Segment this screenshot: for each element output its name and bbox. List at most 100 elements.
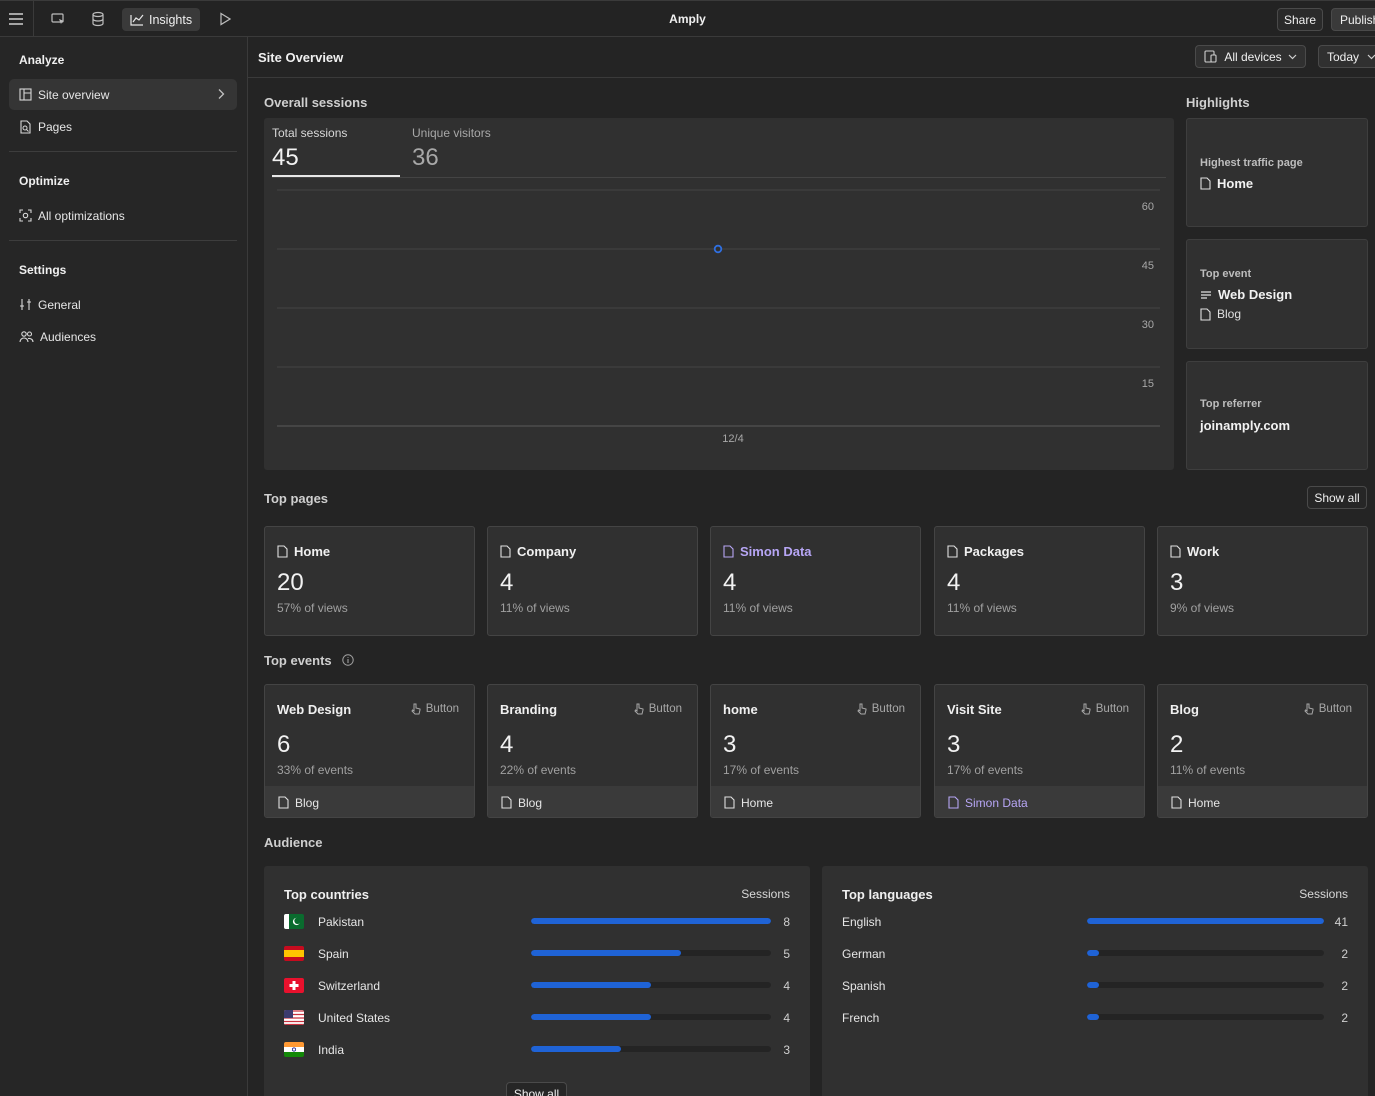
sidebar-item-site-overview[interactable]: Site overview [9,79,237,110]
date-range-dropdown[interactable]: Today [1318,45,1375,68]
event-card-page[interactable]: Simon Data [935,786,1144,817]
language-sessions: 41 [1334,915,1348,929]
page-icon [724,796,735,809]
page-icon [500,545,511,558]
page-card-name: Simon Data [740,544,812,559]
event-type-label: Button [1318,703,1352,715]
sidebar-divider [9,151,237,152]
page-card-name: Work [1187,544,1220,559]
sidebar-item-pages[interactable]: Pages [9,111,237,142]
unique-visitors-tab[interactable]: Unique visitors 36 [412,126,491,172]
top-countries-title: Top countries [284,887,369,902]
publish-button[interactable]: Publish [1331,8,1375,31]
event-card-visit-site[interactable]: Visit Site Button 3 17% of events Simon … [934,684,1145,818]
select-element-icon[interactable] [46,8,70,30]
chart-data-point [713,244,723,254]
sidebar-item-audiences[interactable]: Audiences [9,321,237,352]
page-card-packages[interactable]: Packages 4 11% of views [934,526,1145,636]
total-sessions-value: 45 [272,144,299,171]
language-name: Spanish [842,979,886,993]
page-icon [947,545,958,558]
database-icon[interactable] [86,8,110,30]
language-row-spanish: Spanish 2 [842,977,1348,997]
language-bar-track [1087,918,1324,924]
page-icon [1170,545,1181,558]
page-card-name: Packages [964,544,1024,559]
event-card-blog[interactable]: Blog Button 2 11% of events Home [1157,684,1368,818]
top-events-title: Top events [264,653,332,668]
top-languages-card: Top languages Sessions English 41 German… [822,866,1368,1096]
share-button[interactable]: Share [1277,8,1323,31]
chevron-right-icon [218,89,225,99]
sidebar-item-general[interactable]: General [9,289,237,320]
country-row-united-states: United States 4 [284,1009,790,1029]
event-card-percent: 33% of events [277,763,354,777]
spain-flag-icon [284,946,304,961]
page-card-work[interactable]: Work 3 9% of views [1157,526,1368,636]
event-card-page[interactable]: Home [711,786,920,817]
devices-dropdown[interactable]: All devices [1195,45,1306,68]
event-card-page[interactable]: Blog [488,786,697,817]
event-card-page[interactable]: Blog [265,786,474,817]
pointer-icon [411,703,421,715]
india-flag-icon [284,1042,304,1057]
play-icon[interactable] [213,8,237,30]
page-card-percent: 11% of views [947,601,1017,615]
pointer-icon [1304,703,1314,715]
language-row-german: German 2 [842,945,1348,965]
event-card-web-design[interactable]: Web Design Button 6 33% of events Blog [264,684,475,818]
devices-icon [1204,50,1217,63]
event-card-page[interactable]: Home [1158,786,1367,817]
country-sessions: 4 [783,1011,790,1025]
page-card-simon-data[interactable]: Simon Data 4 11% of views [710,526,921,636]
event-card-count: 2 [1170,731,1184,758]
sidebar-item-all-optimizations[interactable]: All optimizations [9,200,237,231]
country-name: India [318,1043,345,1057]
language-name: French [842,1011,880,1025]
page-card-percent: 9% of views [1170,601,1235,615]
event-card-type: Button [411,703,459,715]
page-icon [1200,307,1211,321]
language-bar-fill [1087,1014,1099,1020]
toolbar-divider [33,1,34,37]
pointer-icon [634,703,644,715]
top-event-page: Blog [1200,307,1241,321]
page-card-company[interactable]: Company 4 11% of views [487,526,698,636]
highest-traffic-card[interactable]: Highest traffic page Home [1186,118,1368,227]
event-card-percent: 22% of events [500,763,577,777]
top-pages-show-all-button[interactable]: Show all [1307,486,1367,509]
event-card-page-name: Simon Data [965,795,1028,810]
event-type-label: Button [648,703,682,715]
unique-visitors-label: Unique visitors [412,126,491,140]
country-name: Switzerland [318,979,381,993]
page-card-home[interactable]: Home 20 57% of views [264,526,475,636]
top-event-page-name: Blog [1217,307,1242,321]
line-chart-icon [130,14,144,26]
page-icon [1200,177,1211,190]
info-icon[interactable] [342,654,354,666]
settings-heading: Settings [19,263,67,277]
insights-tab[interactable]: Insights [122,8,200,31]
event-type-label: Button [871,703,905,715]
hamburger-icon[interactable] [4,8,28,30]
event-card-percent: 17% of events [947,763,1024,777]
event-card-page-name: Blog [518,795,543,810]
top-languages-title: Top languages [842,887,933,902]
tabs-divider [272,177,1166,178]
top-referrer-card[interactable]: Top referrer joinamply.com [1186,361,1368,470]
countries-show-all-button[interactable]: Show all [506,1082,567,1096]
country-bar-fill [531,1014,651,1020]
highest-traffic-label: Highest traffic page [1200,157,1303,169]
country-bar-track [531,918,771,924]
page-icon [277,545,288,558]
chart-y-tick-label: 30 [1142,319,1154,331]
page-icon [948,796,959,809]
event-type-label: Button [1095,703,1129,715]
total-sessions-tab[interactable]: Total sessions 45 [272,126,347,172]
country-bar-track [531,982,771,988]
event-card-home[interactable]: home Button 3 17% of events Home [710,684,921,818]
country-bar-fill [531,1046,621,1052]
top-event-card[interactable]: Top event Web Design Blog [1186,239,1368,349]
event-card-branding[interactable]: Branding Button 4 22% of events Blog [487,684,698,818]
page-card-title: Packages [947,544,1024,559]
